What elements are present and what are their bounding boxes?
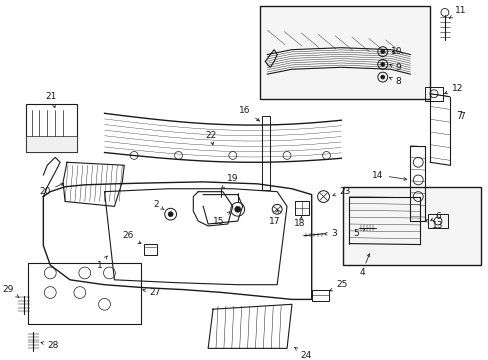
Circle shape — [380, 75, 384, 79]
Text: 3: 3 — [324, 229, 337, 238]
Text: 29: 29 — [2, 285, 19, 297]
Bar — [260, 6, 429, 99]
Bar — [27, 263, 141, 324]
Text: 8: 8 — [388, 77, 401, 86]
Bar — [143, 244, 157, 255]
Text: 15: 15 — [213, 212, 229, 226]
Text: 22: 22 — [205, 131, 216, 145]
Bar — [424, 87, 442, 100]
Text: 10: 10 — [390, 47, 401, 56]
Text: 24: 24 — [294, 347, 310, 360]
Circle shape — [234, 206, 240, 212]
Text: 20: 20 — [39, 183, 63, 196]
Bar — [427, 214, 447, 228]
Bar — [343, 187, 480, 265]
Text: 23: 23 — [332, 187, 350, 196]
Text: 7: 7 — [458, 112, 464, 121]
Text: 1: 1 — [97, 256, 107, 270]
Bar — [262, 116, 270, 190]
Text: 7: 7 — [456, 111, 462, 121]
Text: 4: 4 — [358, 254, 369, 278]
Text: 19: 19 — [221, 175, 238, 188]
Text: 25: 25 — [329, 280, 347, 291]
Circle shape — [168, 212, 173, 217]
Bar — [25, 136, 77, 152]
Text: 27: 27 — [142, 288, 160, 297]
Text: 17: 17 — [268, 210, 280, 226]
Bar — [25, 104, 77, 153]
Text: 12: 12 — [444, 84, 462, 94]
Text: 6: 6 — [430, 212, 440, 221]
Text: 14: 14 — [371, 171, 406, 180]
Bar — [311, 289, 329, 301]
Circle shape — [380, 50, 384, 54]
Bar — [294, 202, 308, 215]
Text: 5: 5 — [352, 228, 365, 238]
Circle shape — [380, 62, 384, 66]
Text: 16: 16 — [239, 106, 259, 121]
Polygon shape — [63, 162, 124, 206]
Text: 11: 11 — [448, 6, 466, 18]
Text: 26: 26 — [122, 231, 141, 244]
Text: 13: 13 — [425, 220, 443, 230]
Text: 18: 18 — [293, 217, 305, 229]
Text: 28: 28 — [41, 341, 59, 350]
Polygon shape — [208, 304, 291, 348]
Text: 2: 2 — [153, 200, 163, 210]
Text: 21: 21 — [45, 92, 57, 108]
Text: 9: 9 — [388, 63, 401, 72]
